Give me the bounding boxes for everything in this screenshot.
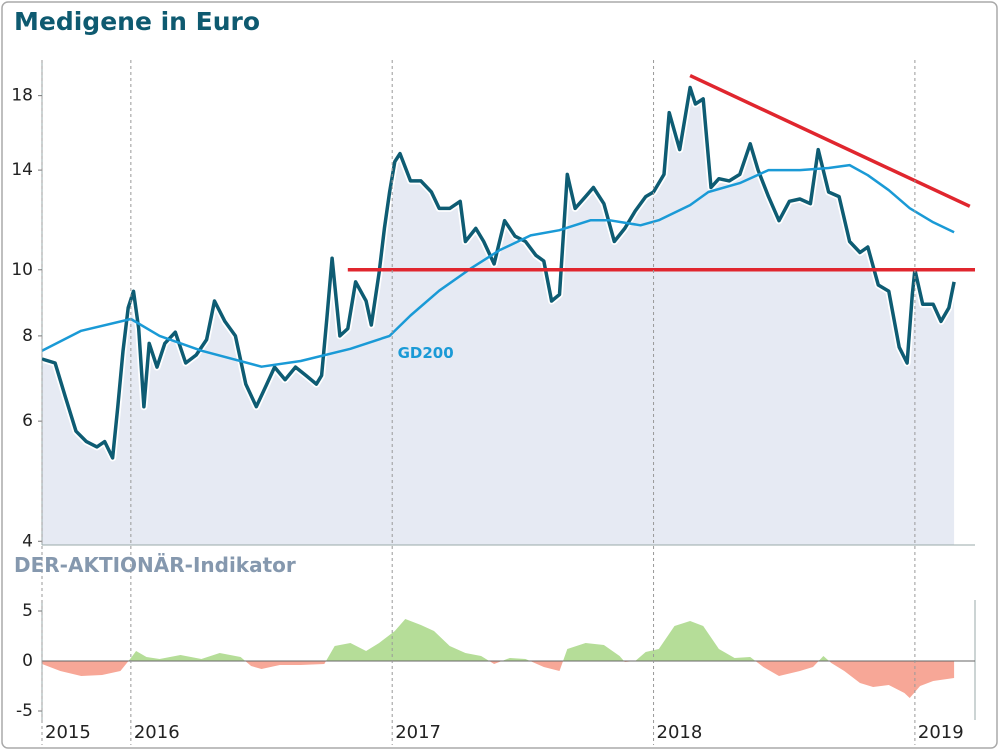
- x-tick-label: 2019: [918, 722, 964, 743]
- indicator-negative: [42, 661, 955, 698]
- gd200-line: [41, 163, 955, 368]
- y-tick-label: 14: [11, 160, 33, 180]
- y-tick-label: 0: [22, 651, 33, 671]
- y-tick-label: 6: [22, 411, 33, 431]
- reference-line: [689, 74, 971, 208]
- chart-title: Medigene in Euro: [14, 7, 260, 36]
- y-tick-label: 4: [22, 531, 33, 551]
- price-line: [41, 85, 956, 460]
- y-tick-label: 5: [22, 601, 33, 621]
- series-label: GD200: [398, 344, 454, 362]
- y-tick-label: 8: [22, 326, 33, 346]
- y-tick-label: 10: [11, 260, 33, 280]
- y-tick-label: 18: [11, 86, 33, 106]
- x-tick-label: 2016: [134, 722, 180, 743]
- x-tick-label: 2018: [657, 722, 703, 743]
- indicator-title: DER-AKTIONÄR-Indikator: [14, 553, 296, 577]
- x-tick-label: 2015: [45, 722, 91, 743]
- y-tick-label: -5: [16, 701, 33, 721]
- price-area: [42, 87, 955, 545]
- plot-layer: 4 6 8 10 14 18 GD200 -5 0 5 2015 2016 2017 2018 2019: [11, 60, 976, 745]
- x-tick-label: 2017: [395, 722, 441, 743]
- indicator-positive: [42, 619, 955, 661]
